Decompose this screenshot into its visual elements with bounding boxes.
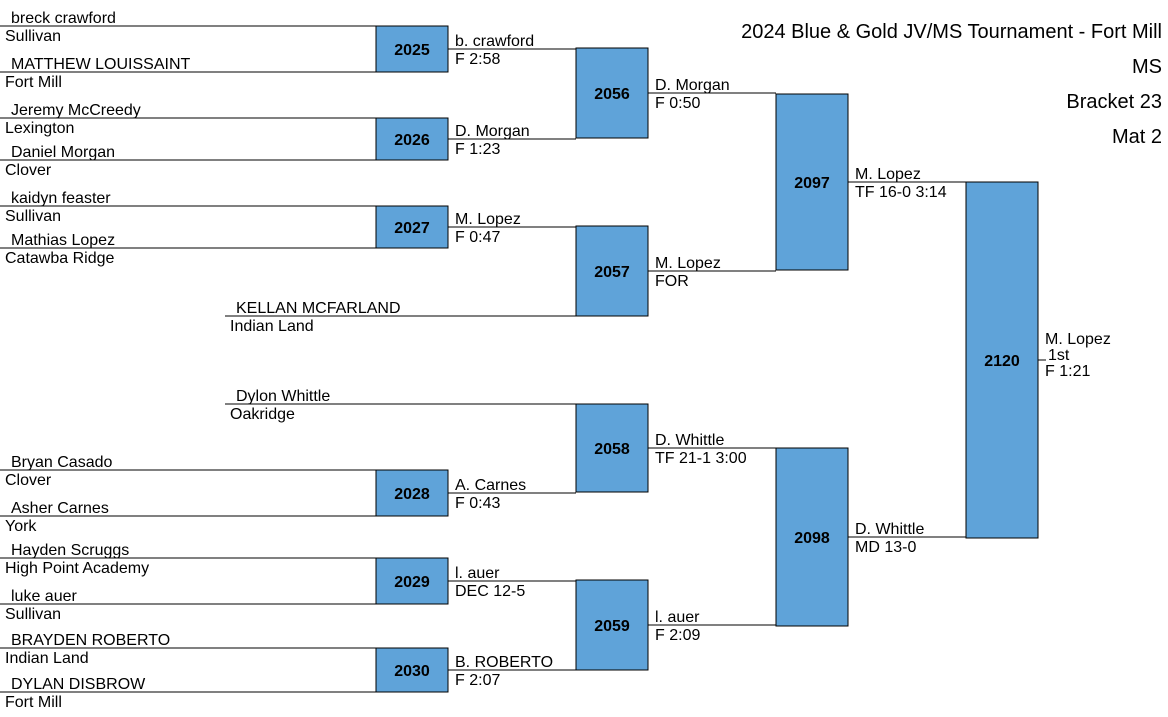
bout-number: 2098	[794, 530, 830, 547]
team-name: Fort Mill	[5, 74, 62, 91]
bout-winner: b. crawford	[455, 33, 534, 50]
wrestler-name: Asher Carnes	[11, 500, 109, 517]
wrestler-name: Hayden Scruggs	[11, 542, 129, 559]
bout-result: F 0:43	[455, 495, 500, 512]
bout-box	[965, 181, 1039, 539]
team-name: Sullivan	[5, 606, 61, 623]
bout-number: 2030	[394, 663, 430, 680]
team-name: High Point Academy	[5, 560, 149, 577]
team-name: Clover	[5, 472, 52, 489]
bout-result: F 2:07	[455, 672, 500, 689]
wrestler-name: MATTHEW LOUISSAINT	[11, 56, 190, 73]
team-name: Oakridge	[230, 406, 295, 423]
bout-number: 2097	[794, 175, 830, 192]
team-name: Fort Mill	[5, 694, 62, 711]
bout-result: TF 21-1 3:00	[655, 450, 747, 467]
tournament-title: 2024 Blue & Gold JV/MS Tournament - Fort…	[741, 21, 1162, 43]
bout-winner: D. Morgan	[655, 77, 730, 94]
bout-number: 2059	[594, 618, 630, 635]
bout-box	[775, 447, 849, 627]
bout-winner: l. auer	[655, 609, 700, 626]
bout-result: DEC 12-5	[455, 583, 525, 600]
team-name: Clover	[5, 162, 52, 179]
wrestler-name: BRAYDEN ROBERTO	[11, 632, 170, 649]
bout-winner: l. auer	[455, 565, 500, 582]
bracket-label: Bracket 23	[1066, 91, 1162, 113]
bout-result: TF 16-0 3:14	[855, 184, 947, 201]
bout-box	[575, 403, 649, 493]
bout-winner: D. Morgan	[455, 123, 530, 140]
bout-winner: M. Lopez	[655, 255, 721, 272]
bout-result: F 1:23	[455, 141, 500, 158]
team-name: Lexington	[5, 120, 74, 137]
bout-result: F 0:47	[455, 229, 500, 246]
bout-box	[775, 93, 849, 271]
division-label: MS	[1132, 56, 1162, 78]
wrestler-name: Jeremy McCreedy	[11, 102, 141, 119]
bout-result: F 2:58	[455, 51, 500, 68]
mat-label: Mat 2	[1111, 126, 1162, 148]
bout-number: 2026	[394, 132, 430, 149]
wrestler-name: Mathias Lopez	[11, 232, 115, 249]
bout-result: MD 13-0	[855, 539, 916, 556]
wrestler-name: Daniel Morgan	[11, 144, 115, 161]
wrestler-name: kaidyn feaster	[11, 190, 111, 207]
wrestler-name: DYLAN DISBROW	[11, 676, 146, 693]
bout-box	[375, 647, 449, 693]
bout-winner: A. Carnes	[455, 477, 526, 494]
bout-number: 2120	[984, 353, 1020, 370]
bout-box	[575, 579, 649, 671]
bout-winner: M. Lopez	[855, 166, 921, 183]
wrestler-name: luke auer	[11, 588, 77, 605]
wrestler-name: breck crawford	[11, 10, 116, 27]
bout-result: F 0:50	[655, 95, 700, 112]
champion-name: M. Lopez	[1045, 331, 1111, 348]
bout-number: 2057	[594, 264, 630, 281]
bout-number: 2028	[394, 486, 430, 503]
team-name: Catawba Ridge	[5, 250, 115, 267]
bout-number: 2029	[394, 574, 430, 591]
bout-winner: M. Lopez	[455, 211, 521, 228]
team-name: Sullivan	[5, 208, 61, 225]
wrestler-name: Dylon Whittle	[236, 388, 330, 405]
champion-result: F 1:21	[1045, 363, 1090, 380]
bout-number: 2027	[394, 220, 430, 237]
team-name: York	[5, 518, 37, 535]
bout-winner: D. Whittle	[655, 432, 724, 449]
bout-box	[575, 225, 649, 317]
team-name: Sullivan	[5, 28, 61, 45]
bout-number: 2056	[594, 86, 630, 103]
champion-place: 1st	[1048, 347, 1070, 364]
bout-winner: B. ROBERTO	[455, 654, 553, 671]
bout-box	[575, 47, 649, 139]
bout-result: FOR	[655, 273, 689, 290]
bout-number: 2058	[594, 441, 630, 458]
bout-box	[375, 205, 449, 249]
bout-winner: D. Whittle	[855, 521, 924, 538]
bout-number: 2025	[394, 42, 430, 59]
wrestler-name: Bryan Casado	[11, 454, 112, 471]
team-name: Indian Land	[5, 650, 89, 667]
wrestler-name: KELLAN MCFARLAND	[236, 300, 401, 317]
bout-result: F 2:09	[655, 627, 700, 644]
team-name: Indian Land	[230, 318, 314, 335]
